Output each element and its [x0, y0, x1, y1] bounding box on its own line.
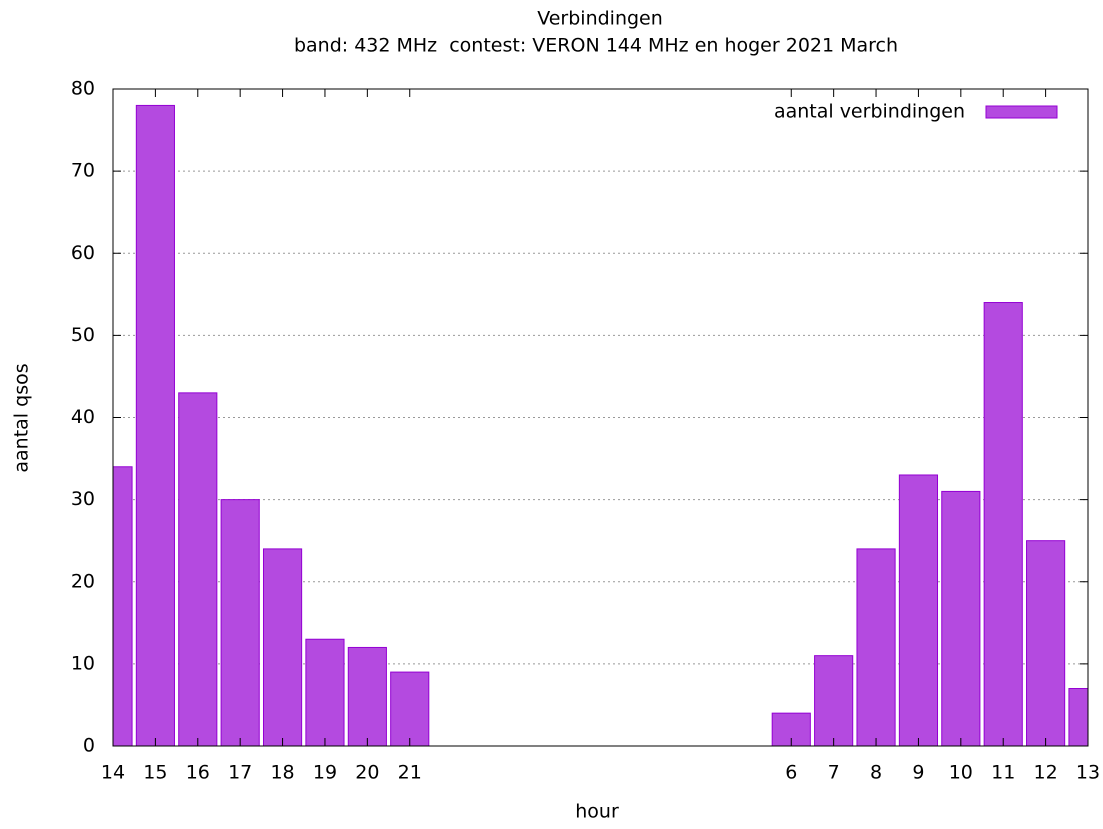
legend-label: aantal verbindingen	[774, 101, 965, 123]
x-tick-label: 7	[828, 762, 840, 784]
bar	[220, 499, 260, 746]
bar	[113, 466, 133, 746]
y-tick-label: 60	[71, 242, 95, 264]
bar	[262, 548, 303, 746]
legend-swatch	[985, 105, 1058, 119]
x-tick-label: 18	[270, 762, 294, 784]
bar	[814, 655, 854, 746]
bar	[1026, 540, 1066, 746]
bar	[898, 474, 939, 746]
x-tick-label: 19	[313, 762, 337, 784]
bar	[1068, 688, 1088, 746]
y-tick-label: 10	[71, 652, 95, 674]
plot-area	[113, 104, 1088, 746]
y-axis-label: aantal qsos	[11, 363, 33, 472]
bar	[347, 646, 387, 746]
x-tick-label: 10	[949, 762, 973, 784]
bar	[983, 302, 1023, 746]
x-tick-label: 6	[785, 762, 797, 784]
x-tick-label: 9	[912, 762, 924, 784]
y-tick-label: 0	[83, 735, 95, 757]
bar	[135, 104, 175, 746]
x-tick-label: 15	[143, 762, 167, 784]
plot-frame	[112, 88, 1089, 747]
x-tick-label: 20	[355, 762, 379, 784]
y-tick-label: 50	[71, 324, 95, 346]
x-tick-label: 16	[186, 762, 210, 784]
y-tick-label: 40	[71, 406, 95, 428]
x-tick-label: 11	[991, 762, 1015, 784]
bar	[941, 490, 981, 746]
chart-subtitle: band: 432 MHz contest: VERON 144 MHz en …	[294, 35, 898, 57]
x-tick-label: 8	[870, 762, 882, 784]
bar	[305, 638, 345, 746]
x-axis-label: hour	[575, 801, 619, 823]
x-tick-label: 21	[398, 762, 422, 784]
x-tick-label: 14	[101, 762, 125, 784]
chart-title: Verbindingen	[537, 8, 663, 30]
bar	[178, 392, 218, 746]
bar	[390, 671, 430, 746]
bar	[856, 548, 896, 746]
x-tick-label: 13	[1076, 762, 1100, 784]
y-tick-label: 30	[71, 488, 95, 510]
y-tick-label: 80	[71, 78, 95, 100]
x-tick-label: 12	[1034, 762, 1058, 784]
x-tick-label: 17	[228, 762, 252, 784]
y-tick-label: 20	[71, 570, 95, 592]
y-tick-label: 70	[71, 160, 95, 182]
